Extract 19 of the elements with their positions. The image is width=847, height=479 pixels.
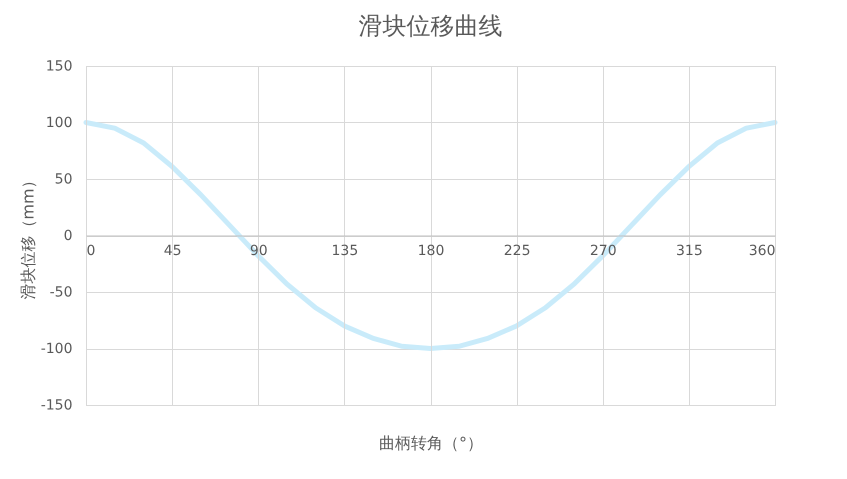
chart-title: 滑块位移曲线 — [358, 12, 502, 40]
y-tick-label: 0 — [64, 228, 72, 244]
y-tick-label: 50 — [54, 172, 72, 188]
x-axis-title: 曲柄转角（°） — [379, 434, 483, 452]
y-tick-label: -50 — [50, 284, 72, 300]
x-tick-label: 0 — [86, 243, 96, 259]
x-tick-label: 45 — [164, 243, 182, 259]
y-axis-title: 滑块位移（mm） — [18, 172, 38, 300]
y-tick-label: -100 — [40, 341, 72, 357]
y-tick-label: 100 — [46, 115, 72, 131]
x-tick-label: 135 — [332, 243, 358, 259]
x-tick-label: 270 — [590, 243, 617, 259]
x-tick-label: 90 — [250, 243, 268, 259]
y-tick-label: 150 — [46, 58, 72, 74]
x-tick-label: 360 — [748, 243, 776, 259]
x-tick-label: 315 — [676, 243, 703, 259]
y-tick-label: -150 — [40, 398, 72, 414]
x-tick-label: 225 — [504, 243, 530, 259]
x-tick-label: 180 — [418, 243, 444, 259]
